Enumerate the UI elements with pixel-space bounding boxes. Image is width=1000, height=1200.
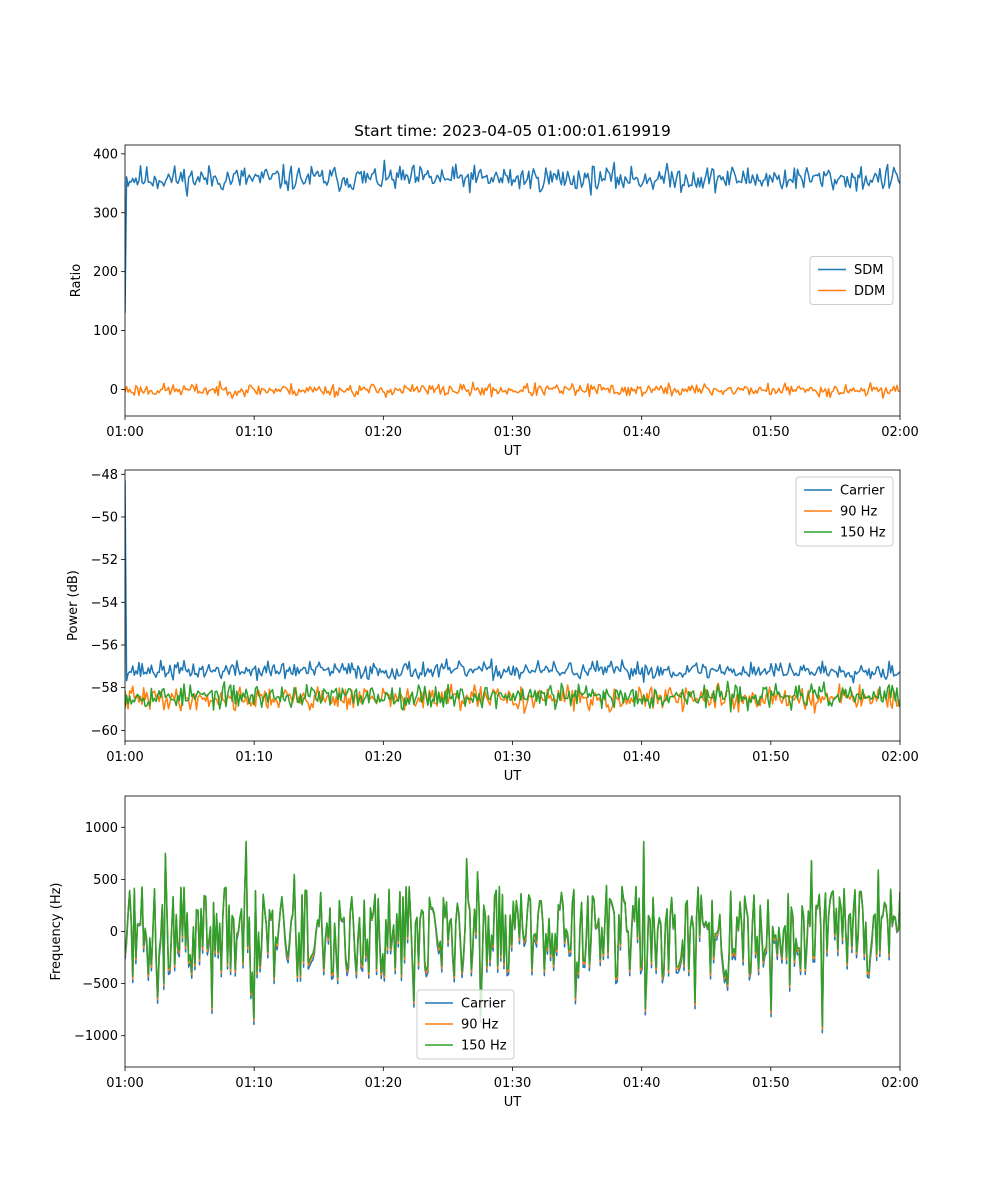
legend-box bbox=[416, 989, 515, 1060]
x-tick-label: 02:00 bbox=[881, 1076, 918, 1091]
series-line-sdm bbox=[125, 159, 900, 313]
panel-2: 01:00 01:10 01:20 01:30 01:40 01:50 02:00 −60 −5… bbox=[66, 468, 919, 784]
x-tick-label: 01:50 bbox=[752, 1076, 789, 1091]
y-tick-label: −52 bbox=[91, 553, 118, 568]
x-axis-label: UT bbox=[504, 444, 522, 459]
x-tick-label: 01:00 bbox=[106, 425, 143, 440]
chart-title: Start time: 2023-04-05 01:00:01.619919 bbox=[354, 122, 671, 140]
series-line-ddm bbox=[125, 380, 900, 400]
y-tick-label: 0 bbox=[110, 383, 118, 398]
y-tick-label: 1000 bbox=[85, 821, 118, 836]
x-tick-label: 01:00 bbox=[106, 1076, 143, 1091]
x-tick-label: 02:00 bbox=[881, 750, 918, 765]
legend-label: SDM bbox=[854, 263, 883, 278]
legend-label: Carrier bbox=[840, 484, 885, 499]
y-tick-label: −500 bbox=[82, 977, 118, 992]
series-line-150-hz bbox=[125, 680, 900, 713]
legend-label: Carrier bbox=[461, 997, 506, 1012]
legend: Carrier 90 Hz 150 Hz bbox=[416, 989, 515, 1060]
y-tick-label: −1000 bbox=[74, 1029, 118, 1044]
y-tick-label: 400 bbox=[93, 147, 118, 162]
y-axis-label: Frequency (Hz) bbox=[49, 882, 64, 980]
x-tick-label: 01:30 bbox=[494, 750, 531, 765]
x-tick-label: 01:30 bbox=[494, 1076, 531, 1091]
x-tick-label: 01:10 bbox=[235, 1076, 272, 1091]
series-lines bbox=[125, 480, 900, 714]
x-tick-label: 01:50 bbox=[752, 750, 789, 765]
x-tick-label: 02:00 bbox=[881, 425, 918, 440]
y-tick-label: −56 bbox=[91, 638, 118, 653]
x-axis-label: UT bbox=[504, 1095, 522, 1110]
y-tick-label: 500 bbox=[93, 873, 118, 888]
y-tick-label: 100 bbox=[93, 324, 118, 339]
legend-box bbox=[809, 256, 894, 305]
y-tick-label: 300 bbox=[93, 206, 118, 221]
legend: Carrier 90 Hz 150 Hz bbox=[795, 476, 894, 547]
y-tick-label: 200 bbox=[93, 265, 118, 280]
legend-label: 150 Hz bbox=[840, 526, 886, 541]
legend-label: 150 Hz bbox=[461, 1039, 507, 1054]
y-tick-label: −60 bbox=[91, 724, 118, 739]
legend: SDM DDM bbox=[809, 256, 894, 305]
legend-label: 90 Hz bbox=[840, 505, 877, 520]
y-axis-label: Ratio bbox=[69, 264, 84, 297]
x-tick-label: 01:30 bbox=[494, 425, 531, 440]
y-axis-label: Power (dB) bbox=[66, 570, 81, 641]
x-axis-label: UT bbox=[504, 769, 522, 784]
x-tick-label: 01:20 bbox=[365, 1076, 402, 1091]
x-tick-label: 01:40 bbox=[623, 750, 660, 765]
series-lines bbox=[125, 159, 900, 400]
legend-box bbox=[795, 476, 894, 547]
x-tick-label: 01:00 bbox=[106, 750, 143, 765]
x-tick-label: 01:20 bbox=[365, 425, 402, 440]
panel-1: Start time: 2023-04-05 01:00:01.61991901… bbox=[69, 122, 919, 459]
y-tick-label: 0 bbox=[110, 925, 118, 940]
y-tick-label: −50 bbox=[91, 510, 118, 525]
y-tick-label: −48 bbox=[91, 468, 118, 483]
series-line-150-hz bbox=[125, 840, 900, 1028]
axes-frame bbox=[124, 144, 901, 417]
x-tick-label: 01:10 bbox=[235, 750, 272, 765]
x-tick-label: 01:40 bbox=[623, 1076, 660, 1091]
panel-3: 01:00 01:10 01:20 01:30 01:40 01:50 02:00 −1000… bbox=[49, 795, 919, 1110]
series-line-carrier bbox=[125, 480, 900, 684]
y-tick-label: −58 bbox=[91, 681, 118, 696]
x-tick-label: 01:10 bbox=[235, 425, 272, 440]
legend-label: 90 Hz bbox=[461, 1018, 498, 1033]
series-lines bbox=[125, 840, 900, 1034]
y-tick-label: −54 bbox=[91, 596, 118, 611]
legend-label: DDM bbox=[854, 284, 885, 299]
x-tick-label: 01:50 bbox=[752, 425, 789, 440]
x-tick-label: 01:20 bbox=[365, 750, 402, 765]
x-tick-label: 01:40 bbox=[623, 425, 660, 440]
